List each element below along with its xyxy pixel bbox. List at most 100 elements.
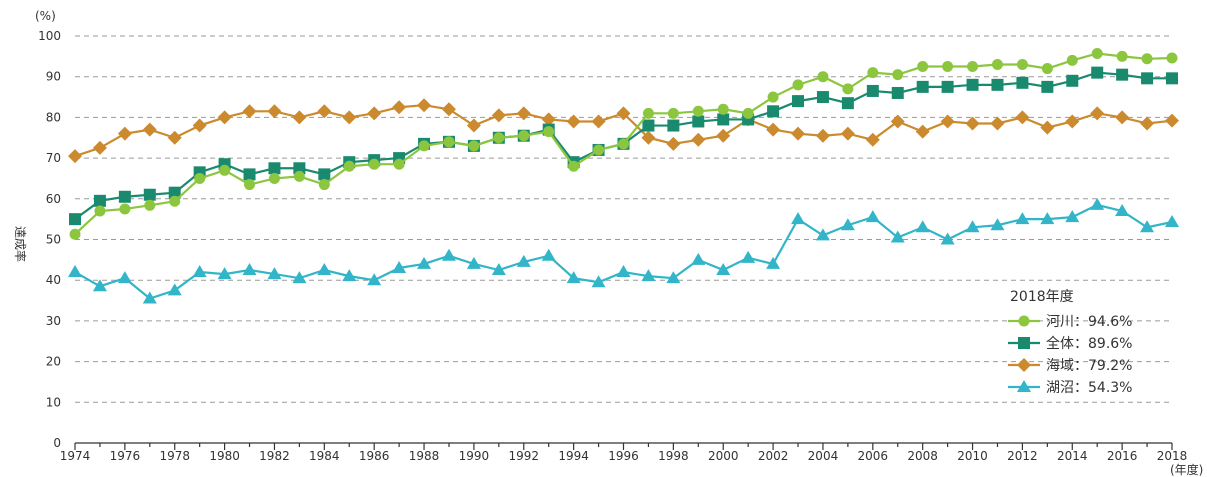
point-lake-2012 (1015, 212, 1030, 225)
point-total-1984 (318, 168, 331, 181)
x-tick-label-1994: 1994 (558, 449, 589, 463)
point-total-2015 (1091, 66, 1104, 79)
point-river-1977 (144, 199, 156, 211)
point-total-2008 (916, 80, 929, 93)
x-tick-label-2012: 2012 (1007, 449, 1038, 463)
x-tick-labels: 1974 1976 1978 1980 1982 1984 1986 1988 1990 1992… (60, 449, 1188, 463)
series-river (69, 48, 1178, 240)
point-total-2006 (866, 84, 879, 97)
point-river-2015 (1091, 48, 1103, 60)
point-lake-1989 (441, 248, 456, 261)
point-river-2006 (867, 67, 879, 79)
point-lake-1976 (117, 271, 132, 284)
point-total-2018 (1166, 72, 1178, 85)
x-tick-label-1988: 1988 (409, 449, 440, 463)
point-lake-1974 (68, 265, 82, 278)
point-lake-2011 (990, 218, 1005, 231)
point-lake-2018 (1165, 214, 1179, 227)
point-lake-2017 (1140, 220, 1155, 233)
point-sea-2015 (1090, 106, 1105, 121)
point-river-1993 (543, 126, 555, 138)
x-tick-label-2018: 2018 (1157, 449, 1188, 463)
point-river-1982 (268, 172, 280, 184)
x-tick-label-1978: 1978 (159, 449, 190, 463)
point-river-2011 (991, 58, 1003, 70)
point-total-2005 (841, 97, 854, 110)
point-river-1995 (593, 144, 605, 156)
point-lake-2002 (766, 256, 781, 269)
point-total-1982 (268, 162, 281, 175)
point-lake-1997 (641, 269, 656, 282)
point-lake-1995 (591, 275, 606, 288)
point-sea-1978 (167, 130, 182, 145)
point-lake-2015 (1090, 197, 1105, 210)
point-total-2017 (1141, 72, 1154, 85)
point-sea-2007 (890, 114, 905, 129)
point-total-2007 (891, 86, 904, 99)
point-river-1994 (568, 160, 580, 172)
y-tick-label-20: 20 (46, 355, 61, 369)
point-sea-2000 (716, 128, 731, 143)
point-river-2009 (942, 61, 954, 73)
point-lake-1985 (342, 269, 357, 282)
axes (74, 442, 1173, 450)
legend: 2018年度 河川：94.6% 全体：89.6% 海域：79.2% 湖沼：54.3% (1008, 289, 1132, 396)
point-lake-2014 (1065, 210, 1080, 223)
point-sea-1975 (92, 140, 107, 155)
point-sea-1993 (541, 112, 556, 127)
point-total-1978 (168, 186, 181, 199)
point-sea-1982 (267, 104, 282, 119)
point-river-1978 (169, 195, 181, 207)
point-river-2003 (792, 79, 804, 91)
point-river-1980 (219, 164, 231, 176)
point-total-1983 (293, 162, 306, 175)
point-sea-1994 (566, 114, 581, 129)
point-lake-1980 (217, 267, 232, 280)
legend-label-lake: 湖沼：54.3% (1046, 380, 1132, 396)
point-river-2016 (1116, 50, 1128, 62)
legend-label-river: 河川：94.6% (1046, 314, 1132, 330)
point-lake-2004 (815, 228, 830, 241)
point-total-2004 (816, 91, 829, 104)
point-river-1999 (692, 105, 704, 117)
point-sea-1981 (242, 104, 257, 119)
y-tick-label-90: 90 (46, 70, 61, 84)
series-lake-line (74, 203, 1173, 300)
point-river-1991 (493, 132, 505, 144)
point-river-1981 (244, 179, 256, 191)
point-river-2007 (892, 69, 904, 81)
y-tick-label-30: 30 (46, 314, 61, 328)
y-tick-label-40: 40 (46, 273, 61, 287)
point-total-2013 (1041, 80, 1054, 93)
point-sea-2016 (1115, 110, 1130, 125)
point-lake-2007 (890, 230, 905, 243)
legend-item-sea: 海域：79.2% (1008, 358, 1132, 374)
x-tick-label-1980: 1980 (209, 449, 240, 463)
point-river-2018 (1166, 52, 1178, 64)
x-tick-label-1990: 1990 (459, 449, 490, 463)
point-river-2000 (717, 103, 729, 115)
point-river-2014 (1066, 54, 1078, 66)
point-total-1997 (642, 119, 655, 132)
y-tick-label-100: 100 (38, 29, 61, 43)
point-lake-1988 (417, 256, 432, 269)
point-lake-1986 (367, 273, 382, 286)
series-lake (68, 197, 1179, 304)
legend-label-total: 全体：89.6% (1046, 335, 1132, 352)
point-river-2001 (742, 107, 754, 119)
point-lake-2005 (840, 218, 855, 231)
point-lake-1991 (491, 263, 506, 276)
x-axis-unit: (年度) (1170, 462, 1203, 477)
point-sea-1988 (417, 98, 432, 113)
legend-item-total: 全体：89.6% (1008, 335, 1132, 352)
point-sea-1985 (342, 110, 357, 125)
point-lake-1987 (392, 260, 407, 273)
legend-marker-river (1018, 315, 1030, 327)
point-sea-1997 (641, 130, 656, 145)
point-lake-1981 (242, 263, 257, 276)
y-tick-label-70: 70 (46, 151, 61, 165)
y-tick-label-50: 50 (46, 233, 61, 247)
point-sea-1976 (117, 126, 132, 141)
x-tick-label-2002: 2002 (758, 449, 789, 463)
point-lake-1990 (466, 256, 481, 269)
